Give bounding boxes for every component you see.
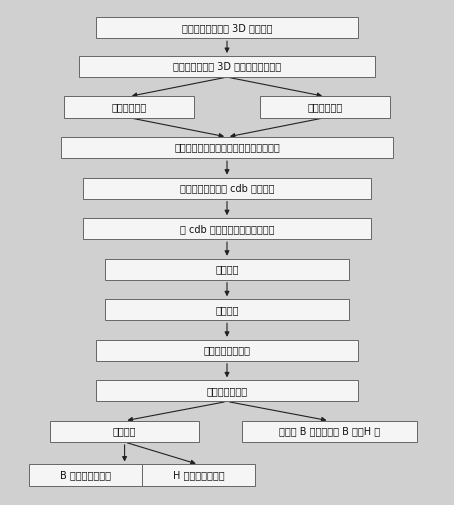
FancyBboxPatch shape — [96, 17, 358, 38]
FancyBboxPatch shape — [64, 96, 194, 118]
FancyBboxPatch shape — [242, 421, 417, 442]
FancyBboxPatch shape — [83, 218, 371, 239]
Text: 音圈的 B 値、磁隙的 B 値、H 値: 音圈的 B 値、磁隙的 B 値、H 値 — [279, 426, 380, 436]
Text: 建立扬声器磁路的 3D 几何模型: 建立扬声器磁路的 3D 几何模型 — [182, 23, 272, 33]
Text: B 的云图和矢量图: B 的云图和矢量图 — [60, 470, 111, 480]
Text: 保存有限元模型为 cdb 格式文件: 保存有限元模型为 cdb 格式文件 — [180, 183, 274, 193]
Text: 标定边界: 标定边界 — [215, 305, 239, 315]
FancyBboxPatch shape — [96, 340, 358, 361]
FancyBboxPatch shape — [50, 421, 199, 442]
Text: H 的云图和矢量图: H 的云图和矢量图 — [173, 470, 224, 480]
FancyBboxPatch shape — [29, 465, 142, 486]
Text: 定义材料属性: 定义材料属性 — [307, 102, 343, 112]
Text: 对有限元模型求解: 对有限元模型求解 — [203, 345, 251, 356]
FancyBboxPatch shape — [260, 96, 390, 118]
Text: 为体单元指定相应的单元类型和材料属性: 为体单元指定相应的单元类型和材料属性 — [174, 142, 280, 153]
Text: 对扬声器磁路的 3D 几何模型划分网格: 对扬声器磁路的 3D 几何模型划分网格 — [173, 62, 281, 72]
Text: 将 cdb 格式文件导入有限元软件: 将 cdb 格式文件导入有限元软件 — [180, 224, 274, 234]
FancyBboxPatch shape — [61, 137, 393, 158]
Text: 创建容图: 创建容图 — [215, 264, 239, 274]
FancyBboxPatch shape — [105, 259, 349, 280]
FancyBboxPatch shape — [79, 56, 375, 77]
Text: 定义单元类型: 定义单元类型 — [111, 102, 147, 112]
FancyBboxPatch shape — [105, 299, 349, 320]
FancyBboxPatch shape — [96, 380, 358, 401]
FancyBboxPatch shape — [142, 465, 255, 486]
Text: 求解结果后处理: 求解结果后处理 — [207, 386, 247, 396]
FancyBboxPatch shape — [83, 178, 371, 199]
Text: 磁场分布: 磁场分布 — [113, 426, 136, 436]
